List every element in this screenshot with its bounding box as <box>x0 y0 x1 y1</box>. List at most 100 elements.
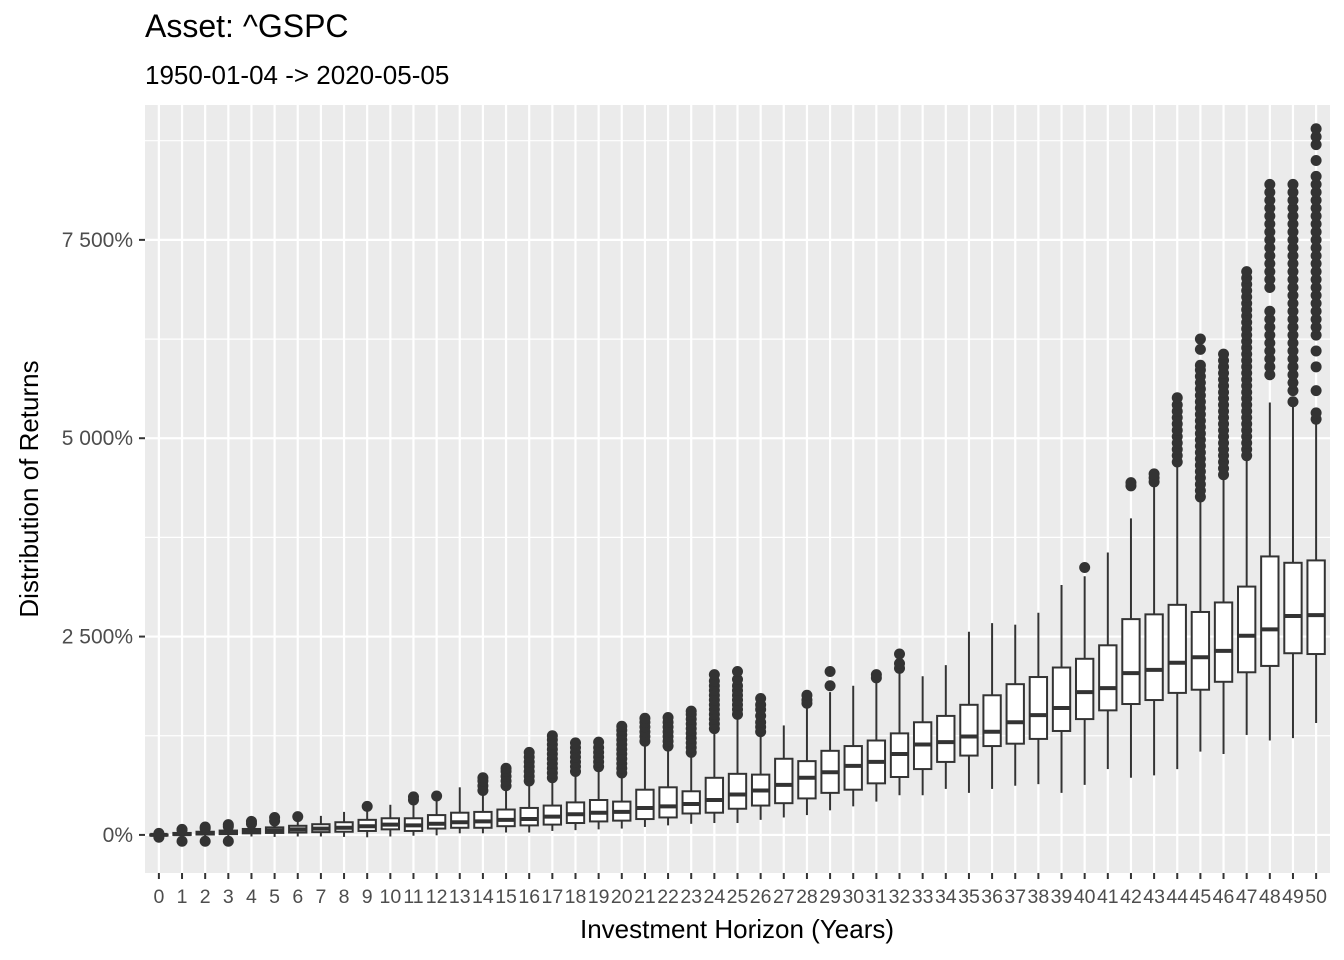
outlier-point <box>732 673 743 685</box>
outlier-point <box>1125 477 1137 489</box>
box-iqr <box>1167 603 1187 694</box>
x-tick-label: 30 <box>842 886 864 908</box>
outlier-point <box>1241 266 1253 278</box>
outlier-point <box>269 811 281 823</box>
outlier-point <box>755 692 767 704</box>
x-tick-label: 35 <box>958 886 980 908</box>
x-tick-label: 38 <box>1028 886 1050 908</box>
outlier-point <box>245 815 257 827</box>
x-tick-label: 8 <box>339 886 350 908</box>
outlier-point <box>1287 313 1299 325</box>
outlier-point <box>1287 226 1299 238</box>
outlier-point <box>1264 210 1276 222</box>
outlier-point <box>1287 297 1299 309</box>
box-iqr <box>1144 613 1164 702</box>
outlier-point <box>1310 170 1322 182</box>
x-tick-label: 15 <box>495 886 517 908</box>
box-iqr <box>1074 657 1095 721</box>
box-iqr <box>982 694 1002 748</box>
x-tick-label: 10 <box>379 886 401 908</box>
outlier-point <box>1287 234 1299 246</box>
outlier-point <box>1310 178 1322 190</box>
x-tick-label: 44 <box>1166 886 1188 908</box>
outlier-point <box>1287 250 1299 262</box>
box-iqr <box>1190 610 1211 691</box>
box-46 <box>1213 348 1234 754</box>
box-40 <box>1074 562 1095 785</box>
box-18 <box>565 737 586 831</box>
outlier-point <box>1310 218 1322 230</box>
box-19 <box>588 736 609 830</box>
box-14 <box>473 772 493 834</box>
outlier-point <box>1287 345 1299 357</box>
outlier-point <box>1287 369 1299 381</box>
x-tick-label: 6 <box>292 886 303 908</box>
x-tick-label: 18 <box>565 886 587 908</box>
box-iqr <box>1213 601 1234 683</box>
outlier-point <box>176 823 188 835</box>
outlier-point <box>1310 281 1322 293</box>
box-7 <box>311 815 331 837</box>
outlier-point <box>1264 266 1276 278</box>
x-tick-label: 11 <box>403 886 423 908</box>
x-tick-label: 47 <box>1236 886 1258 908</box>
outlier-point <box>1287 321 1299 333</box>
x-axis-title: Investment Horizon (Years) <box>580 914 894 944</box>
outlier-point <box>1287 218 1299 230</box>
outlier-point <box>1310 155 1322 167</box>
box-4 <box>241 815 262 837</box>
box-iqr <box>1051 666 1072 732</box>
box-iqr <box>727 772 748 810</box>
box-32 <box>889 648 910 796</box>
outlier-point <box>1264 353 1276 365</box>
x-tick-label: 36 <box>981 886 1003 908</box>
outlier-point <box>616 720 628 732</box>
box-24 <box>704 669 725 824</box>
outlier-point <box>1310 234 1322 246</box>
outlier-point <box>1287 329 1299 341</box>
x-tick-label: 26 <box>750 886 772 908</box>
outlier-point <box>1264 329 1276 341</box>
box-16 <box>519 746 539 833</box>
box-30 <box>843 685 863 807</box>
box-iqr <box>774 757 794 805</box>
outlier-point <box>1310 202 1322 214</box>
x-tick-label: 14 <box>472 886 494 908</box>
outlier-point <box>1310 194 1322 206</box>
box-31 <box>866 669 887 802</box>
outlier-point <box>1264 305 1276 317</box>
y-tick-label: 2 500% <box>62 626 133 649</box>
outlier-point <box>1264 226 1276 238</box>
x-tick-label: 32 <box>889 886 911 908</box>
box-29 <box>820 665 840 811</box>
box-37 <box>1005 624 1025 786</box>
box-12 <box>426 790 447 836</box>
outlier-point <box>1310 226 1322 238</box>
box-34 <box>936 665 956 789</box>
x-tick-label: 12 <box>426 886 448 908</box>
box-iqr <box>1121 618 1141 706</box>
outlier-point <box>1079 562 1091 574</box>
outlier-point <box>662 711 674 723</box>
box-iqr <box>1260 555 1280 667</box>
outlier-point <box>1287 337 1299 349</box>
outlier-point <box>1264 234 1276 246</box>
outlier-point <box>477 772 489 784</box>
outlier-point <box>1287 305 1299 317</box>
x-tick-label: 49 <box>1282 886 1304 908</box>
x-tick-label: 9 <box>362 886 373 908</box>
outlier-point <box>1310 131 1322 143</box>
x-tick-label: 22 <box>657 886 679 908</box>
outlier-point <box>1310 186 1322 198</box>
y-tick-label: 7 500% <box>62 229 133 252</box>
x-tick-label: 1 <box>177 886 188 908</box>
box-iqr <box>1283 561 1303 655</box>
box-23 <box>681 705 701 824</box>
outlier-point <box>1287 202 1299 214</box>
x-tick-label: 31 <box>866 886 888 908</box>
outlier-point <box>1287 385 1299 397</box>
x-tick-label: 41 <box>1097 886 1119 908</box>
x-tick-label: 7 <box>315 886 326 908</box>
outlier-point <box>523 746 535 758</box>
box-2 <box>195 821 215 847</box>
